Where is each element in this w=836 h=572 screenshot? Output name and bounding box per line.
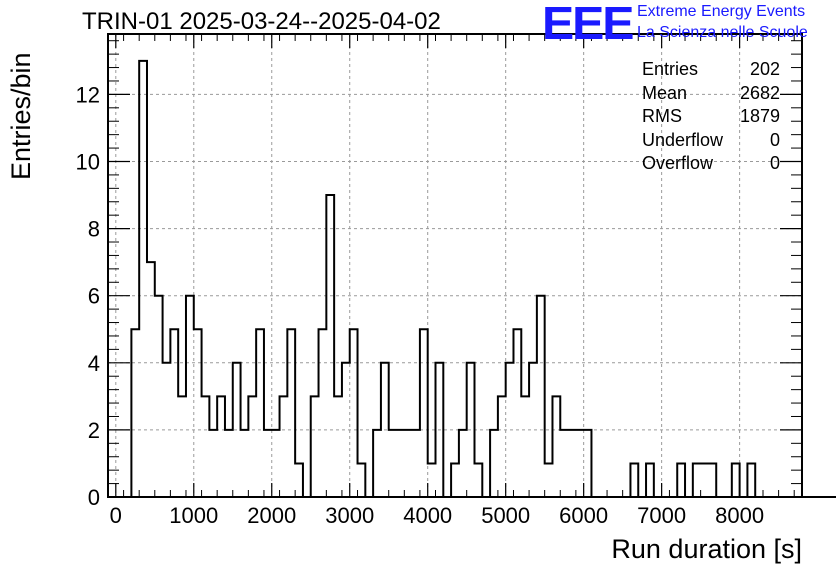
- stat-row-rms: RMS 1879: [642, 105, 780, 129]
- stat-label: RMS: [642, 106, 682, 126]
- x-axis-label: Run duration [s]: [611, 534, 802, 564]
- stat-row-mean: Mean 2682: [642, 82, 780, 106]
- stat-value: 1879: [739, 106, 780, 126]
- histogram-bin: [545, 463, 553, 497]
- x-tick-label: 1000: [169, 503, 218, 528]
- histogram-bin: [490, 430, 498, 497]
- histogram-bin: [217, 396, 225, 497]
- stats-box: Entries 202 Mean 2682 RMS 1879 Underflow…: [642, 58, 780, 176]
- histogram-bin: [420, 329, 428, 497]
- histogram-bin: [412, 430, 420, 497]
- histogram-bin: [334, 396, 342, 497]
- histogram-bin: [498, 396, 506, 497]
- x-tick-label: 8000: [715, 503, 764, 528]
- histogram-bin: [459, 430, 467, 497]
- histogram-bin: [194, 329, 202, 497]
- y-tick-label: 8: [88, 217, 100, 242]
- histogram-bin: [202, 396, 210, 497]
- grid-lines: [108, 34, 802, 497]
- histogram-bin: [576, 430, 584, 497]
- stat-label: Underflow: [642, 129, 724, 150]
- histogram-bin: [209, 430, 217, 497]
- histogram-bin: [373, 430, 381, 497]
- stat-row-underflow: Underflow 0: [642, 129, 780, 153]
- y-tick-label: 0: [88, 485, 100, 510]
- stat-row-entries: Entries 202: [642, 58, 780, 82]
- histogram-bin: [584, 430, 592, 497]
- histogram-bin: [630, 463, 638, 497]
- x-tick-label: 5000: [481, 503, 530, 528]
- x-tick-label: 7000: [637, 503, 686, 528]
- y-tick-label: 6: [88, 284, 100, 309]
- logo-line-1: Extreme Energy Events: [637, 3, 806, 20]
- histogram-bin: [404, 430, 412, 497]
- stat-value: 2682: [739, 82, 780, 103]
- histogram-bin: [319, 329, 327, 497]
- histogram-bin: [272, 430, 280, 497]
- stat-value: 0: [769, 153, 780, 173]
- stat-label: Overflow: [642, 153, 714, 173]
- histogram-bin: [131, 329, 139, 497]
- histogram-bin: [139, 61, 147, 497]
- y-tick-label: 12: [76, 82, 100, 107]
- histogram-bin: [521, 396, 529, 497]
- y-tick-label: 4: [88, 351, 100, 376]
- histogram-bin: [389, 430, 397, 497]
- histogram-bin: [147, 262, 155, 497]
- plot-frame: [107, 33, 803, 498]
- stat-label: Entries: [642, 59, 699, 79]
- histogram-bin: [170, 329, 178, 497]
- histogram-bin: [311, 396, 319, 497]
- histogram-bin: [155, 296, 163, 497]
- y-axis-label: Entries/bin: [6, 52, 36, 180]
- x-tick-label: 4000: [403, 503, 452, 528]
- histogram-bin: [256, 329, 264, 497]
- histogram-bin: [701, 463, 709, 497]
- x-tick-label: 6000: [559, 503, 608, 528]
- histogram-bin: [708, 463, 716, 497]
- chart-title: TRIN-01 2025-03-24--2025-04-02: [82, 8, 441, 35]
- histogram-bin: [397, 430, 405, 497]
- histogram-bin: [280, 396, 288, 497]
- histogram-bin: [646, 463, 654, 497]
- histogram-bin: [560, 430, 568, 497]
- y-tick-label: 2: [88, 418, 100, 443]
- histogram-bin: [693, 463, 701, 497]
- histogram-bin: [451, 463, 459, 497]
- x-tick-label: 0: [110, 503, 122, 528]
- histogram-bin: [264, 430, 272, 497]
- histogram-bin: [474, 463, 482, 497]
- eee-logo: EEE: [542, 0, 634, 49]
- histogram-bin: [326, 195, 334, 497]
- histogram-bin: [428, 463, 436, 497]
- stat-value: 202: [749, 59, 780, 79]
- histogram-bin: [747, 463, 755, 497]
- x-tick-label: 3000: [325, 503, 374, 528]
- histogram-bin: [677, 463, 685, 497]
- x-tick-label: 2000: [247, 503, 296, 528]
- histogram-bin: [552, 396, 560, 497]
- histogram-bin: [178, 396, 186, 497]
- histogram-bin: [225, 430, 233, 497]
- histogram-bin: [350, 329, 358, 497]
- histogram-bin: [248, 396, 256, 497]
- histogram-bin: [732, 463, 740, 497]
- stat-label: Mean: [642, 82, 688, 103]
- histogram-bin: [287, 329, 295, 497]
- histogram-bin: [358, 463, 366, 497]
- histogram-bin: [513, 329, 521, 497]
- histogram-bin: [295, 463, 303, 497]
- histogram-bin: [241, 430, 249, 497]
- axis-tick-labels: 0 1000 2000 3000 4000 5000 6000 7000 8000 0 2 4 6 8 10…: [76, 82, 765, 528]
- logo-line-2: La Scienza nelle Scuole: [637, 24, 808, 41]
- y-tick-label: 10: [76, 149, 100, 174]
- stat-row-overflow: Overflow 0: [642, 152, 780, 176]
- axis-ticks: [107, 34, 802, 498]
- histogram-bin: [568, 430, 576, 497]
- histogram-bin: [186, 296, 194, 497]
- stat-value: 0: [769, 129, 780, 150]
- histogram-bin: [537, 296, 545, 497]
